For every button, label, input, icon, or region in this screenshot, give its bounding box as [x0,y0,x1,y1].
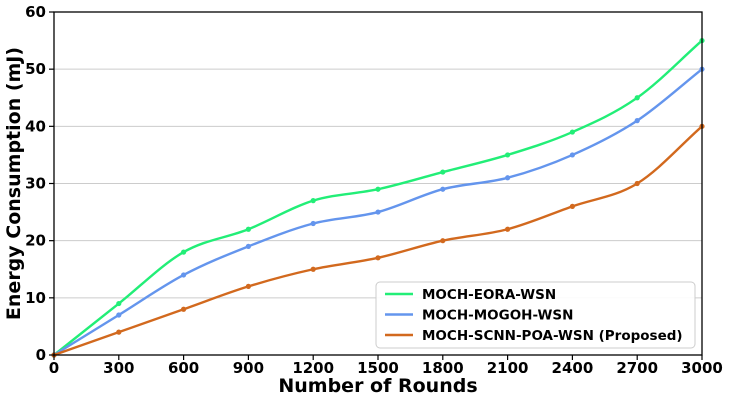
y-tick-label: 40 [25,117,46,135]
legend: MOCH-EORA-WSN MOCH-MOGOH-WSN MOCH-SCNN-POA… [375,281,696,349]
data-point [310,198,316,204]
data-point [245,226,251,232]
legend-label: MOCH-MOGOH-WSN [422,308,573,324]
y-tick-label: 10 [25,289,46,307]
data-point [245,283,251,289]
data-point [440,186,446,192]
x-tick-label: 1200 [292,359,334,377]
data-point [375,209,381,215]
data-point [181,249,187,255]
data-point [634,95,640,101]
data-point [505,175,511,181]
data-point [116,300,122,307]
x-tick-label: 2100 [487,359,529,377]
y-tick-label: 30 [25,175,46,193]
data-point [181,306,187,312]
data-point [569,203,576,209]
x-axis: 0 300 600 900 1200 1500 1800 2100 2400 2700 3000 [49,355,723,377]
data-point [375,255,381,261]
data-point [310,266,316,272]
data-point [116,312,122,318]
grid-lines [54,68,702,299]
x-axis-title: Number of Rounds [278,375,477,397]
data-point [634,118,640,124]
x-tick-label: 0 [49,359,59,377]
data-point [634,180,640,187]
data-point [440,169,446,175]
y-axis: 0 10 20 30 40 50 60 [25,3,54,364]
x-tick-label: 1500 [357,359,399,377]
series-2 [51,66,705,358]
x-tick-label: 2700 [616,359,658,377]
data-point [505,152,511,158]
y-tick-label: 50 [25,60,46,78]
y-axis-title: Energy Consumption (mJ) [3,47,25,320]
data-point [375,186,381,192]
y-tick-label: 0 [36,346,46,364]
data-point [505,226,511,232]
x-tick-label: 1800 [422,359,464,377]
legend-label: MOCH-SCNN-POA-WSN (Proposed) [422,328,683,344]
y-tick-label: 60 [25,3,46,21]
data-point [245,243,251,249]
data-point [116,329,122,335]
data-point [181,272,187,278]
data-point [569,152,576,158]
x-tick-label: 2400 [552,359,594,377]
x-tick-label: 3000 [681,359,723,377]
data-point [440,238,446,244]
legend-box [375,281,696,349]
legend-label: MOCH-EORA-WSN [422,287,556,303]
x-tick-label: 300 [103,359,134,377]
y-tick-label: 20 [25,232,46,250]
data-point [569,129,576,135]
x-tick-label: 600 [168,359,199,377]
data-point [310,220,316,227]
x-tick-label: 900 [233,359,264,377]
